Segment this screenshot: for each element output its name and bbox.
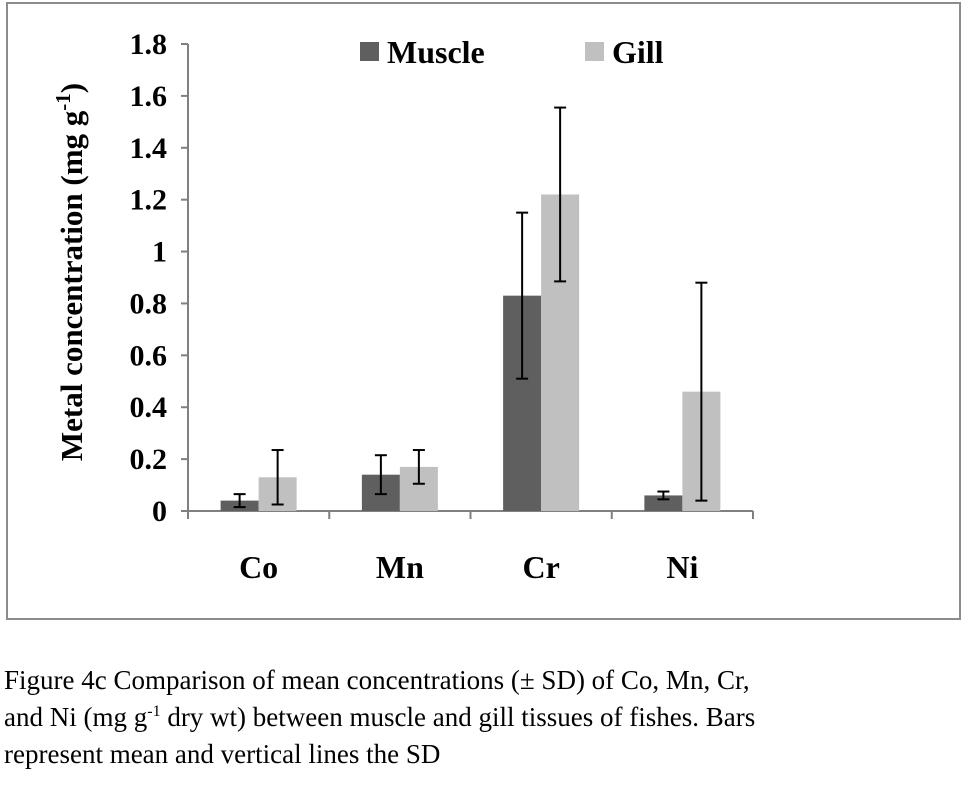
legend-label-gill: Gill <box>612 34 664 70</box>
y-tick-label: 0.2 <box>130 443 168 476</box>
figure-caption: Figure 4c Comparison of mean concentrati… <box>4 662 959 773</box>
legend-swatch-muscle <box>360 42 379 61</box>
chart-error-bars <box>233 106 708 509</box>
y-tick-label: 0 <box>152 495 167 528</box>
y-axis-label: Metal concentration (mg g-1) <box>51 83 89 461</box>
x-category-label: Cr <box>522 549 559 585</box>
x-category-labels: Co Mn Cr Ni <box>239 549 698 585</box>
y-tick-label: 1 <box>152 236 167 269</box>
bar-chart: 0 0.2 0.4 0.6 0.8 1 1.2 1.4 1.6 1.8 Co Mn Cr Ni Meta… <box>51 28 754 585</box>
bar-muscle-ni <box>644 495 683 511</box>
y-tick-label: 0.8 <box>130 287 168 320</box>
legend-swatch-gill <box>585 42 604 61</box>
y-tick-label: 1.8 <box>130 28 168 61</box>
chart-frame <box>6 2 961 620</box>
y-tick-label: 0.4 <box>130 391 168 424</box>
x-category-label: Ni <box>666 549 698 585</box>
chart-legend: Muscle Gill <box>360 34 664 70</box>
y-tick-label: 1.2 <box>130 184 168 217</box>
y-tick-label: 0.6 <box>130 339 168 372</box>
legend-label-muscle: Muscle <box>387 34 485 70</box>
y-tick-label: 1.6 <box>130 80 168 113</box>
caption-line-1: Figure 4c Comparison of mean concentrati… <box>4 665 750 695</box>
x-category-label: Mn <box>376 549 424 585</box>
chart-bars <box>220 194 721 511</box>
y-tick-labels: 0 0.2 0.4 0.6 0.8 1 1.2 1.4 1.6 1.8 <box>130 28 168 528</box>
chart-axes <box>181 43 754 519</box>
x-category-label: Co <box>239 549 278 585</box>
y-tick-label: 1.4 <box>130 132 168 165</box>
caption-line-2: and Ni (mg g-1 dry wt) between muscle an… <box>4 702 756 732</box>
caption-line-3: represent mean and vertical lines the SD <box>4 739 441 769</box>
